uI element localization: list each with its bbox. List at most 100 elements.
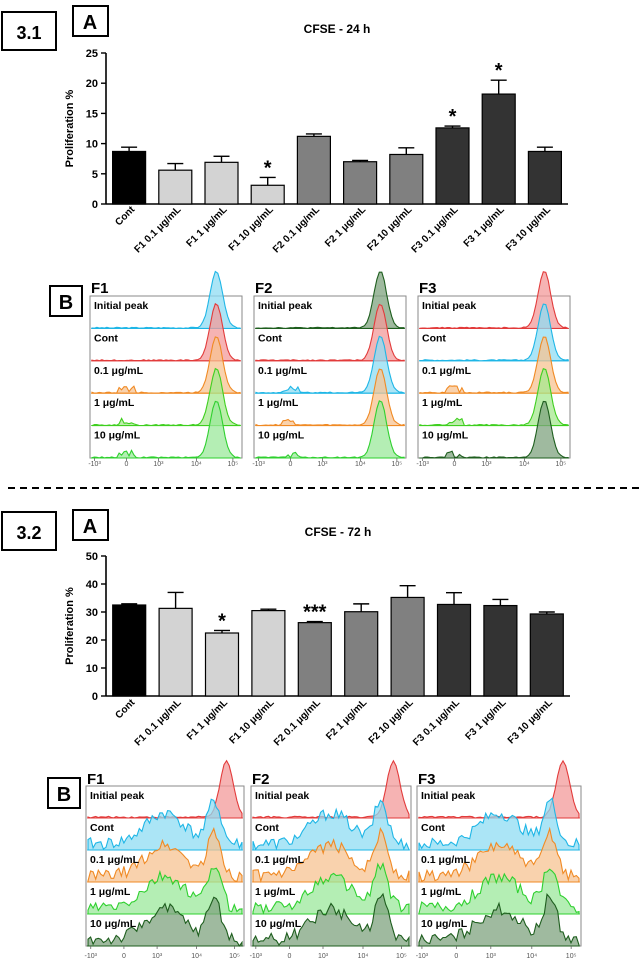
histogram-row-label: 0.1 μg/mL bbox=[422, 365, 472, 377]
histogram-axis-label: 0 bbox=[125, 461, 129, 468]
histogram-axis-label: -10³ bbox=[250, 953, 263, 960]
histogram-trace bbox=[87, 798, 243, 851]
histogram-axis-label: 10³ bbox=[152, 953, 163, 960]
histogram-axis-label: -10³ bbox=[416, 461, 429, 468]
histogram-trace bbox=[91, 367, 241, 427]
histogram-row-label: 0.1 μg/mL bbox=[255, 854, 305, 866]
y-axis-label: Proliferation % bbox=[64, 89, 76, 167]
y-tick-label: 25 bbox=[86, 48, 98, 60]
y-tick-label: 30 bbox=[86, 607, 98, 619]
bar bbox=[297, 622, 332, 697]
histogram-axis-label: 10⁴ bbox=[526, 953, 537, 960]
histogram-axis-label: 10⁵ bbox=[556, 461, 567, 468]
histogram-axis-label: 10³ bbox=[481, 461, 492, 468]
histogram-trace bbox=[418, 893, 580, 947]
histogram-row-label: 1 μg/mL bbox=[255, 886, 296, 898]
chart-title: CFSE - 72 h bbox=[305, 525, 372, 539]
histogram-axis-label: 10³ bbox=[318, 953, 329, 960]
histogram-panel-title: F1 bbox=[87, 771, 105, 788]
x-tick-label: F3 0.1 μg/mL bbox=[411, 697, 462, 748]
histogram-axis-label: 10³ bbox=[153, 461, 164, 468]
bar bbox=[158, 169, 193, 205]
histogram-row-label: Cont bbox=[421, 822, 445, 834]
histogram-trace bbox=[418, 826, 580, 883]
significance-marker: *** bbox=[303, 602, 327, 624]
y-tick-label: 0 bbox=[92, 691, 98, 703]
histogram-trace bbox=[418, 868, 580, 915]
y-tick-label: 15 bbox=[86, 108, 98, 120]
x-tick-label: F1 0.1 μg/mL bbox=[133, 697, 184, 748]
y-tick-label: 0 bbox=[92, 199, 98, 211]
x-tick-label: F1 1 μg/mL bbox=[185, 204, 230, 249]
histogram-row-label: Initial peak bbox=[255, 790, 309, 802]
histogram-axis-label: -10³ bbox=[416, 953, 429, 960]
x-tick-label: F3 10 μg/mL bbox=[506, 697, 555, 746]
bar bbox=[250, 184, 285, 205]
histogram-row-label: 10 μg/mL bbox=[422, 430, 469, 442]
histogram-row-label: 10 μg/mL bbox=[255, 918, 302, 930]
histogram-row-label: 1 μg/mL bbox=[422, 397, 463, 409]
histogram-trace bbox=[252, 759, 410, 819]
x-tick-label: F3 1 μg/mL bbox=[462, 204, 507, 249]
histogram-axis-label: 10³ bbox=[317, 461, 328, 468]
histogram-trace bbox=[252, 892, 410, 947]
histogram-axis-label: 10⁵ bbox=[396, 953, 407, 960]
histogram-trace bbox=[91, 302, 241, 362]
histogram-row-label: 1 μg/mL bbox=[258, 397, 299, 409]
histogram-row-label: 1 μg/mL bbox=[90, 886, 131, 898]
histogram-axis-label: 10⁴ bbox=[358, 953, 369, 960]
x-tick-label: F2 10 μg/mL bbox=[365, 204, 414, 253]
panel-label-box bbox=[49, 285, 83, 317]
bar bbox=[343, 161, 378, 205]
x-tick-label: F2 1 μg/mL bbox=[323, 204, 368, 249]
histogram-axis-label: -10³ bbox=[252, 461, 265, 468]
histogram-axis-label: 0 bbox=[122, 953, 126, 960]
y-tick-label: 5 bbox=[92, 169, 98, 181]
histogram-axis-label: -10³ bbox=[88, 461, 101, 468]
histogram-axis-label: 10⁴ bbox=[191, 953, 202, 960]
histogram-trace bbox=[419, 336, 569, 394]
histogram-panel-title: F2 bbox=[255, 280, 273, 297]
histogram-panel-title: F1 bbox=[91, 280, 109, 297]
x-tick-label: Cont bbox=[113, 697, 137, 721]
histogram-row-label: Cont bbox=[255, 822, 279, 834]
histogram-row-label: Initial peak bbox=[90, 790, 144, 802]
histogram-row-label: Initial peak bbox=[258, 300, 312, 312]
bar-chart-72h: CFSE - 72 h Proliferation % 0 10 20 30 40 50 Con… bbox=[64, 525, 570, 748]
histogram-row-label: Cont bbox=[94, 332, 118, 344]
panel-label-a: A bbox=[83, 12, 97, 34]
y-tick-label: 20 bbox=[86, 78, 98, 90]
histogram-row-label: 10 μg/mL bbox=[258, 430, 305, 442]
histogram-axis-label: 0 bbox=[289, 461, 293, 468]
significance-marker: * bbox=[218, 610, 226, 632]
x-tick-label: F1 10 μg/mL bbox=[227, 204, 276, 253]
section-3-2: 3.2 A CFSE - 72 h Proliferation % 0 10 20 30 4… bbox=[1, 509, 582, 960]
bar bbox=[527, 150, 563, 205]
histogram-axis-label: 10⁵ bbox=[566, 953, 577, 960]
histogram-row-label: Initial peak bbox=[94, 300, 148, 312]
histogram-row-label: Cont bbox=[90, 822, 114, 834]
x-tick-label: F3 0.1 μg/mL bbox=[410, 204, 461, 255]
significance-marker: * bbox=[495, 60, 503, 82]
histogram-trace bbox=[87, 867, 243, 915]
histogram-trace bbox=[252, 827, 410, 884]
y-tick-label: 10 bbox=[86, 139, 98, 151]
y-tick-label: 40 bbox=[86, 579, 98, 591]
histogram-axis-label: 10⁵ bbox=[392, 461, 403, 468]
bar bbox=[483, 604, 518, 697]
bar bbox=[390, 596, 425, 697]
bar bbox=[111, 150, 147, 205]
histogram-trace bbox=[255, 271, 405, 329]
x-tick-label: F2 1 μg/mL bbox=[324, 697, 369, 742]
histogram-trace bbox=[418, 797, 580, 851]
bar bbox=[344, 611, 379, 697]
histogram-trace bbox=[252, 861, 410, 915]
histogram-row-label: 1 μg/mL bbox=[421, 886, 462, 898]
panel-label-b: B bbox=[59, 292, 73, 314]
bar bbox=[204, 632, 240, 697]
bar bbox=[112, 604, 147, 697]
histogram-axis-label: 10⁴ bbox=[191, 461, 202, 468]
y-tick-label: 50 bbox=[86, 551, 98, 563]
histogram-row-label: Initial peak bbox=[422, 300, 476, 312]
